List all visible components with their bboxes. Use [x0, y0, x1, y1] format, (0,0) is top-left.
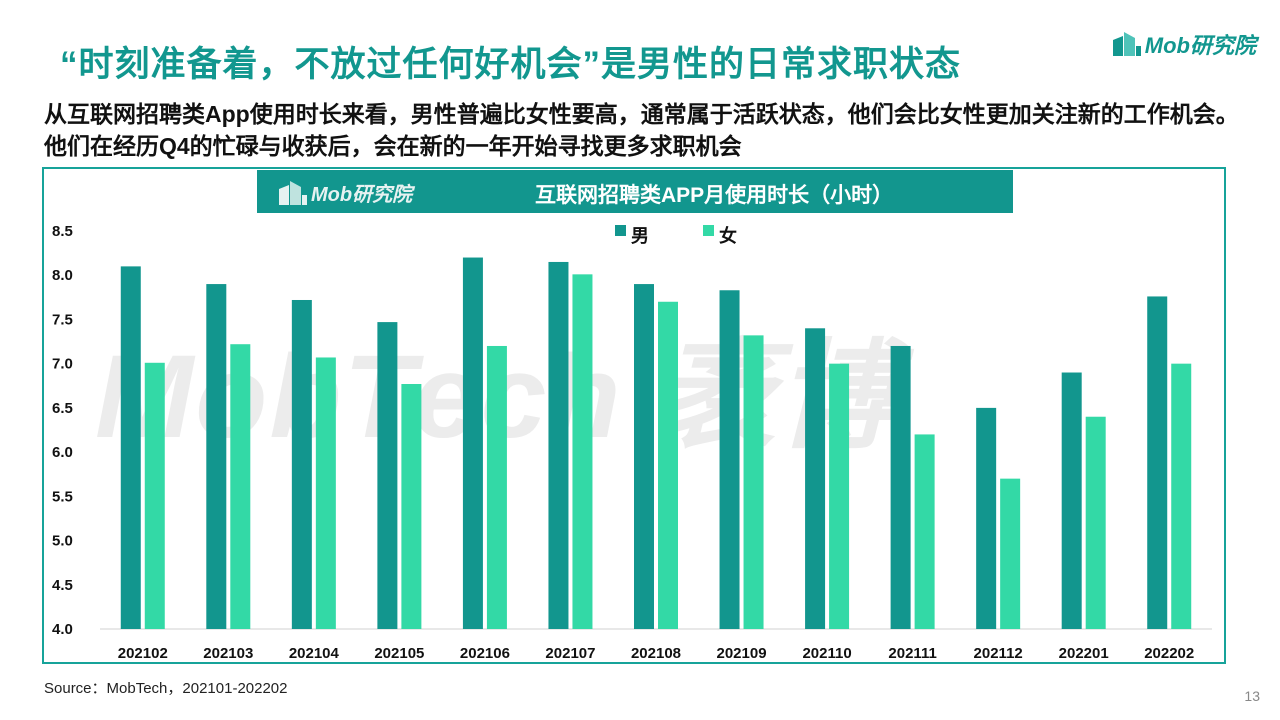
- y-tick-label: 4.0: [52, 621, 73, 638]
- bar-male: [976, 407, 997, 629]
- bar-female: [230, 344, 251, 629]
- chart-banner: Mob研究院 互联网招聘类APP月使用时长（小时）: [257, 170, 1013, 213]
- bar-male: [890, 345, 911, 629]
- page-title: “时刻准备着，不放过任何好机会”是男性的日常求职状态: [60, 45, 962, 84]
- banner-logo-text: Mob研究院: [311, 184, 413, 206]
- y-tick-label: 4.5: [52, 577, 73, 594]
- x-tick-label: 202105: [374, 645, 424, 662]
- bar-male: [805, 328, 826, 629]
- legend-label: 女: [719, 225, 737, 246]
- x-tick-label: 202108: [631, 645, 681, 662]
- bar-female: [401, 384, 422, 629]
- x-tick-label: 202201: [1059, 645, 1109, 662]
- legend-label: 男: [631, 226, 649, 246]
- x-tick-label: 202102: [118, 645, 168, 662]
- x-tick-label: 202106: [460, 645, 510, 662]
- y-tick-label: 6.5: [52, 400, 73, 417]
- bar-female: [914, 434, 935, 629]
- legend-swatch: [615, 225, 626, 236]
- y-tick-label: 8.0: [52, 267, 73, 284]
- bar-female: [1000, 478, 1021, 629]
- bar-male: [634, 284, 654, 629]
- banner-logo: Mob研究院: [277, 178, 412, 207]
- source-note: Source：MobTech，202101-202202: [44, 680, 288, 697]
- y-tick-label: 8.5: [52, 223, 73, 240]
- chart-title: 互联网招聘类APP月使用时长（小时）: [535, 184, 894, 207]
- bar-female: [1085, 416, 1106, 629]
- logo-building-icon: [1112, 32, 1141, 56]
- x-tick-label: 202103: [203, 645, 253, 662]
- logo-text: Mob研究院: [1144, 33, 1256, 58]
- y-tick-label: 6.0: [52, 444, 73, 461]
- x-tick-label: 202107: [545, 645, 595, 662]
- banner-logo-icon: [279, 180, 307, 205]
- bar-female: [315, 357, 336, 629]
- bar-male: [1147, 296, 1168, 629]
- x-tick-label: 202104: [289, 645, 340, 662]
- bar-male: [1061, 372, 1082, 629]
- x-tick-label: 202110: [802, 645, 851, 662]
- bar-female: [144, 362, 165, 629]
- bar-male: [548, 261, 569, 629]
- brand-logo: Mob研究院: [1111, 28, 1256, 60]
- bar-female: [658, 301, 678, 629]
- bar-male: [291, 299, 312, 629]
- bar-male: [719, 290, 740, 629]
- chart-frame: [42, 167, 1226, 664]
- bar-male: [462, 257, 483, 629]
- y-tick-label: 5.5: [52, 488, 73, 505]
- page-number: 13: [1244, 688, 1260, 704]
- x-tick-label: 202111: [888, 645, 936, 662]
- y-tick-label: 5.0: [52, 533, 73, 550]
- bar-male: [377, 322, 398, 629]
- bar-female: [743, 335, 764, 629]
- bar-female: [572, 274, 593, 629]
- y-tick-label: 7.0: [52, 356, 73, 373]
- x-tick-label: 202202: [1144, 645, 1194, 662]
- bar-female: [486, 345, 507, 629]
- bar-male: [206, 284, 227, 629]
- legend-swatch: [703, 225, 714, 236]
- bar-female: [1171, 363, 1192, 629]
- x-tick-label: 202109: [717, 645, 767, 662]
- y-tick-label: 7.5: [52, 311, 73, 328]
- bar-male: [120, 266, 141, 629]
- x-tick-label: 202112: [974, 645, 1023, 662]
- subtitle: 从互联网招聘类App使用时长来看，男性普遍比女性要高，通常属于活跃状态，他们会比…: [44, 101, 1239, 159]
- bar-female: [829, 363, 850, 629]
